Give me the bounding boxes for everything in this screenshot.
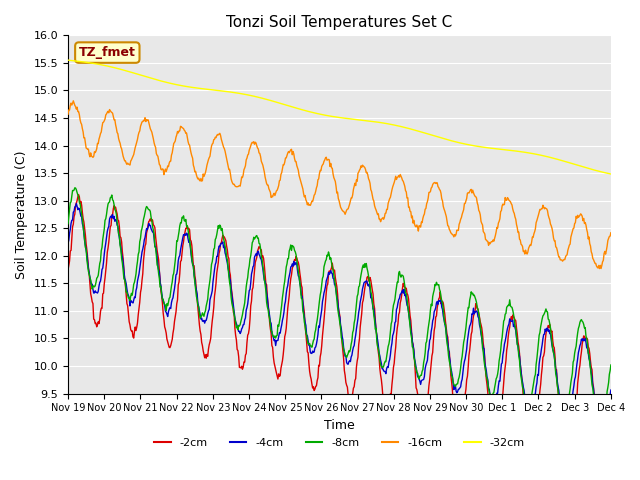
Title: Tonzi Soil Temperatures Set C: Tonzi Soil Temperatures Set C (227, 15, 452, 30)
Legend: -2cm, -4cm, -8cm, -16cm, -32cm: -2cm, -4cm, -8cm, -16cm, -32cm (149, 433, 529, 453)
Text: TZ_fmet: TZ_fmet (79, 46, 136, 59)
X-axis label: Time: Time (324, 419, 355, 432)
Y-axis label: Soil Temperature (C): Soil Temperature (C) (15, 150, 28, 279)
